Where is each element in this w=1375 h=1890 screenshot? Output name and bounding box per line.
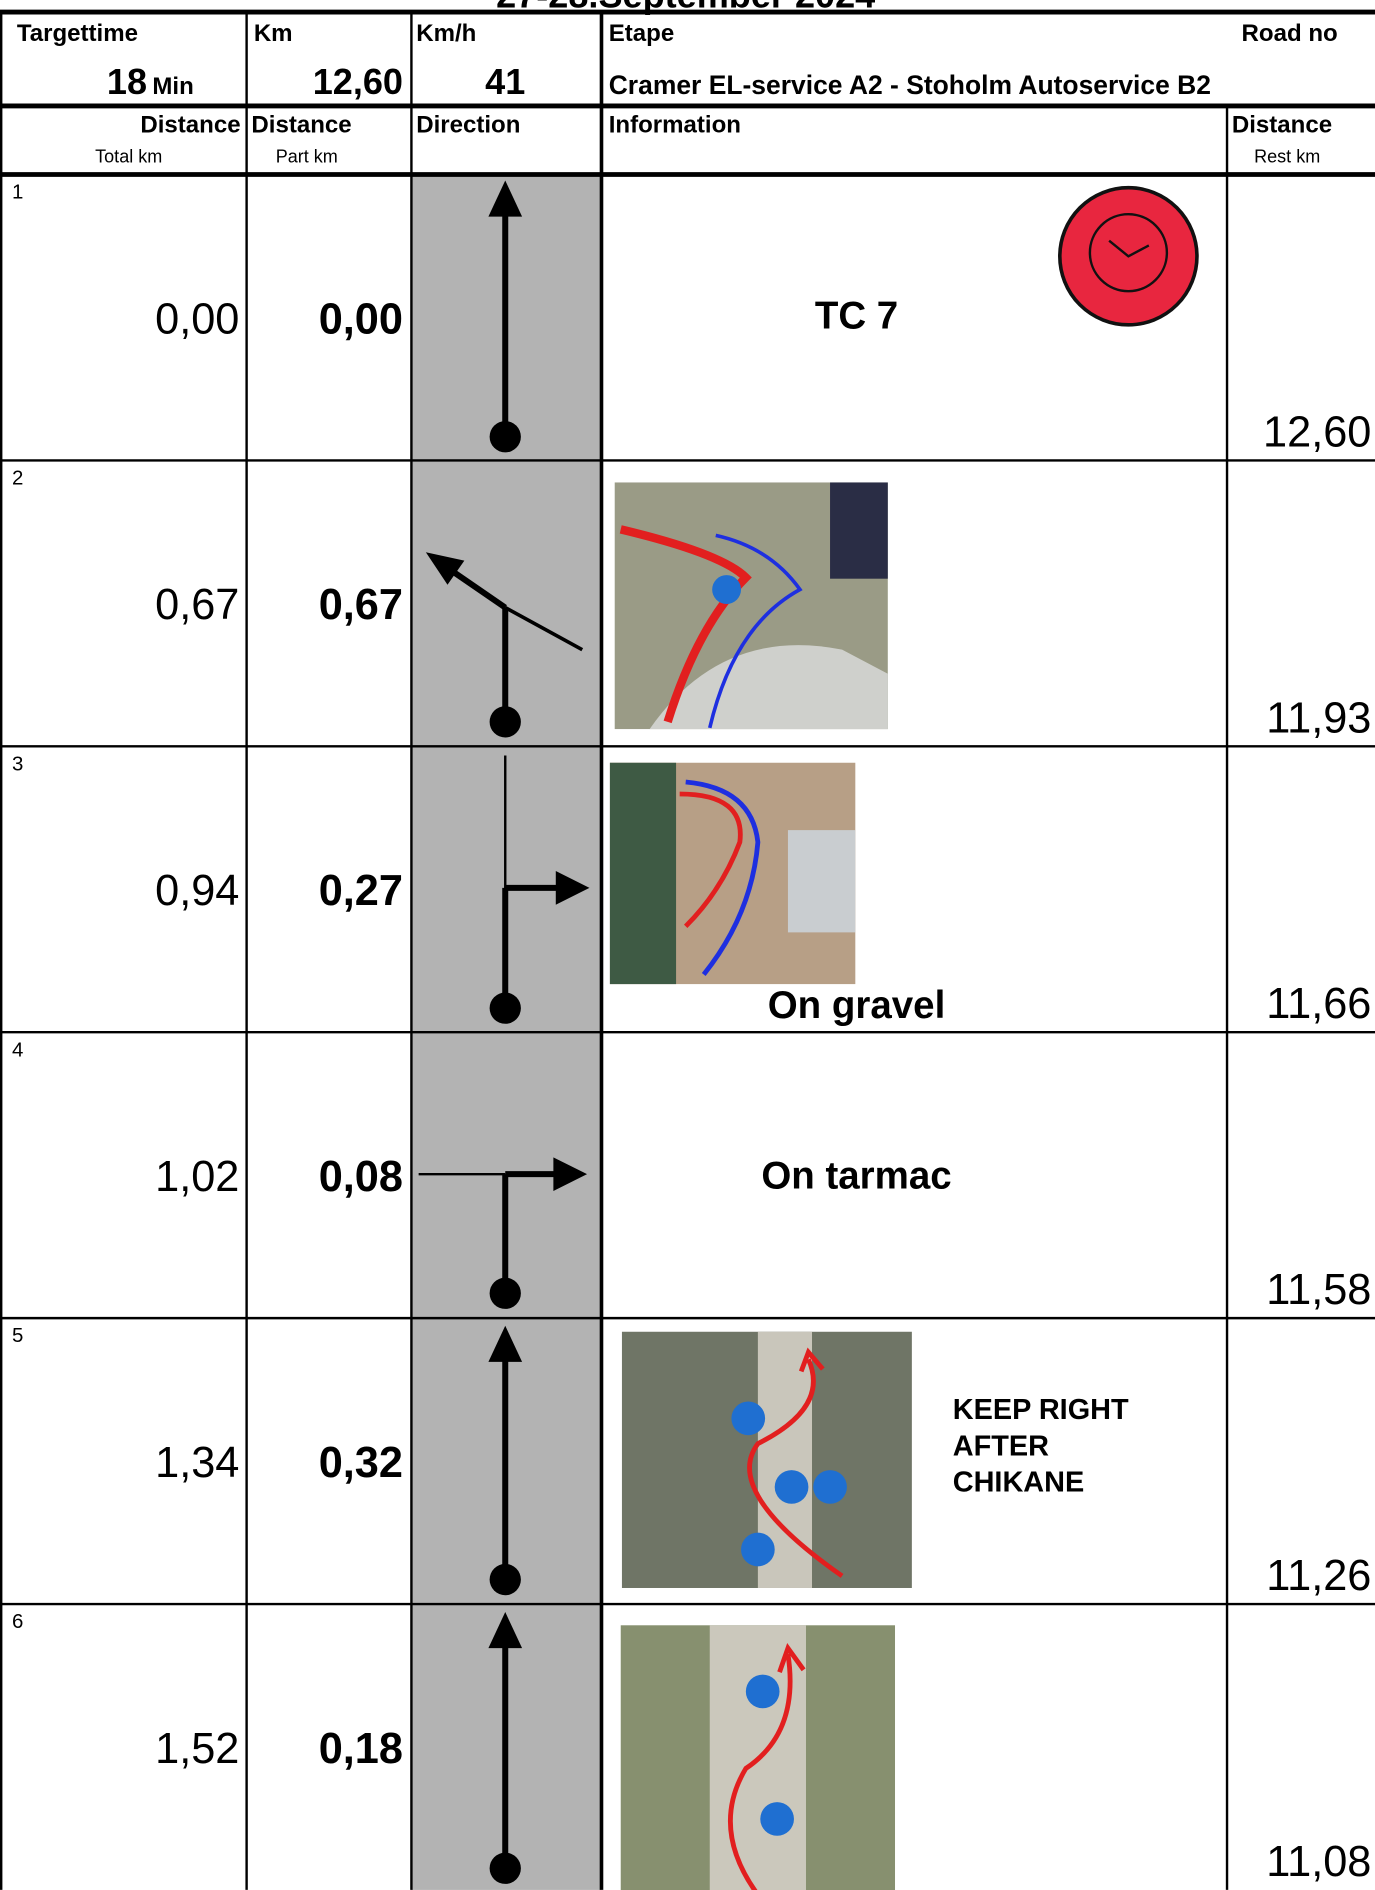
info-text: AFTER [953,1430,1049,1462]
rest-km: 11,08 [1266,1838,1371,1886]
part-km: 0,67 [319,581,403,629]
aerial-image [620,1625,896,1890]
part-km: 0,27 [319,867,403,915]
info-text: On gravel [768,984,946,1027]
part-km: 0,00 [319,295,403,343]
column-label: Distance [140,111,240,138]
column-sub: Part km [276,146,338,166]
rest-km: 12,60 [1263,408,1371,456]
value: 41 [485,61,525,102]
label: Road no [1242,20,1338,47]
info-text: KEEP RIGHT [953,1394,1129,1426]
total-km: 1,34 [155,1439,239,1487]
total-km: 1,52 [155,1725,239,1773]
row-number: 1 [12,181,23,204]
part-km: 0,08 [319,1153,403,1201]
column-sub: Total km [95,146,162,166]
label: Etape [609,20,674,47]
total-km: 0,94 [155,867,239,915]
part-km: 0,18 [319,1725,403,1773]
column-label: Direction [416,111,520,138]
row-number: 2 [12,466,23,489]
column-label: Distance [251,111,351,138]
row-number: 3 [12,752,23,775]
grid [0,9,1375,1890]
clock-icon [1058,185,1199,327]
info-text: TC 7 [815,294,898,337]
part-km: 0,32 [319,1439,403,1487]
column-label: Distance [1232,111,1332,138]
total-km: 0,00 [155,295,239,343]
label: Targettime [17,20,138,47]
total-km: 1,02 [155,1153,239,1201]
info-text: On tarmac [761,1155,951,1198]
label: Km [254,20,293,47]
targettime: 18 Min [107,61,194,102]
tulips [418,180,590,1884]
column-label: Information [609,111,741,138]
row-number: 5 [12,1324,23,1347]
aerial-image [614,482,888,730]
value: 12,60 [313,61,403,102]
row-number: 6 [12,1610,23,1633]
aerial-image [621,1331,912,1588]
aerial-image [609,762,856,985]
row-number: 4 [12,1038,23,1061]
column-sub: Rest km [1254,146,1320,166]
label: Km/h [416,20,476,47]
rest-km: 11,58 [1266,1266,1371,1314]
value: Cramer EL-service A2 - Stoholm Autoservi… [609,70,1211,100]
rest-km: 11,26 [1266,1552,1371,1600]
total-km: 0,67 [155,581,239,629]
rest-km: 11,93 [1266,694,1371,742]
rest-km: 11,66 [1266,980,1371,1028]
info-text: CHIKANE [953,1466,1084,1498]
